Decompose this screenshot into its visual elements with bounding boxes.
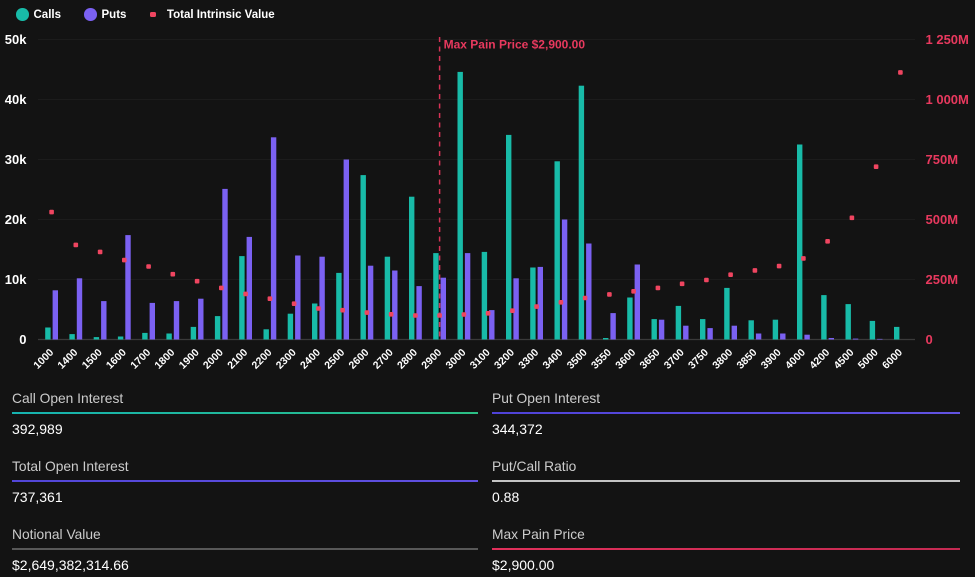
svg-text:3600: 3600 [613,347,638,372]
svg-text:1800: 1800 [152,347,177,372]
svg-text:3700: 3700 [662,347,687,372]
svg-text:2500: 2500 [322,347,347,372]
svg-text:0: 0 [19,332,26,347]
svg-text:2300: 2300 [274,347,299,372]
svg-text:2000: 2000 [201,347,226,372]
svg-text:Max Pain Price $2,900.00: Max Pain Price $2,900.00 [444,38,586,52]
svg-text:1600: 1600 [104,347,129,372]
svg-text:3800: 3800 [710,347,735,372]
svg-text:3650: 3650 [638,347,663,372]
svg-text:1400: 1400 [55,347,80,372]
svg-text:2900: 2900 [419,347,444,372]
svg-text:2200: 2200 [250,347,275,372]
svg-text:1 250M: 1 250M [926,32,969,47]
svg-text:0: 0 [926,332,933,347]
svg-text:500M: 500M [926,212,959,227]
svg-text:250M: 250M [926,272,959,287]
svg-text:3850: 3850 [735,347,760,372]
svg-text:3750: 3750 [686,347,711,372]
svg-text:3300: 3300 [516,347,541,372]
svg-text:3550: 3550 [589,347,614,372]
svg-text:1700: 1700 [128,347,153,372]
svg-text:50k: 50k [5,32,27,47]
svg-text:40k: 40k [5,92,27,107]
svg-text:750M: 750M [926,152,959,167]
svg-text:3900: 3900 [759,347,784,372]
svg-text:2400: 2400 [298,347,323,372]
svg-text:5000: 5000 [856,347,881,372]
svg-text:2800: 2800 [395,347,420,372]
svg-text:2700: 2700 [371,347,396,372]
svg-text:3200: 3200 [492,347,517,372]
svg-text:1900: 1900 [177,347,202,372]
svg-text:20k: 20k [5,212,27,227]
svg-text:3000: 3000 [444,347,469,372]
svg-text:3100: 3100 [468,347,493,372]
svg-text:1500: 1500 [80,347,105,372]
svg-text:4200: 4200 [807,347,832,372]
svg-text:6000: 6000 [880,347,905,372]
svg-text:30k: 30k [5,152,27,167]
svg-text:3500: 3500 [565,347,590,372]
svg-text:1 000M: 1 000M [926,92,969,107]
svg-text:3400: 3400 [541,347,566,372]
svg-text:10k: 10k [5,272,27,287]
svg-text:4000: 4000 [783,347,808,372]
svg-text:4500: 4500 [832,347,857,372]
svg-text:2600: 2600 [347,347,372,372]
svg-text:1000: 1000 [31,347,56,372]
svg-text:2100: 2100 [225,347,250,372]
